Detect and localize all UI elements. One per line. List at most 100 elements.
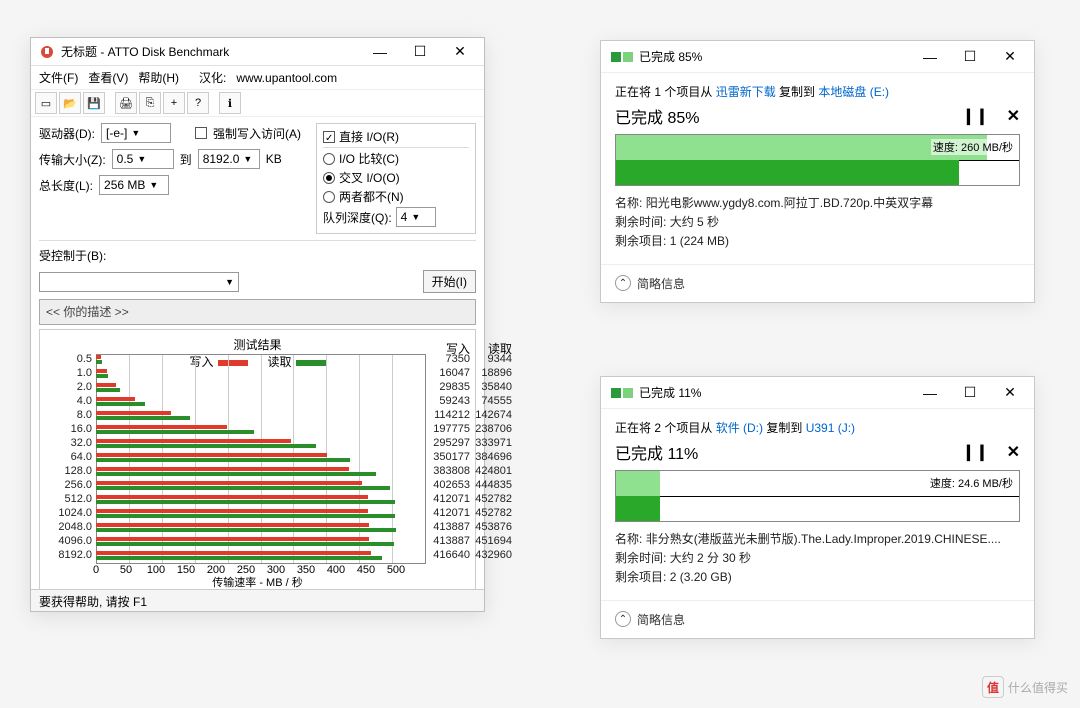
controlled-combo[interactable]: ▼ (39, 272, 239, 292)
open-icon[interactable]: 📂 (59, 92, 81, 114)
help-icon[interactable]: ? (187, 92, 209, 114)
read-bar (96, 542, 394, 546)
save-icon[interactable]: 💾 (83, 92, 105, 114)
drive-value: [-e-] (106, 126, 127, 140)
description-box[interactable]: << 你的描述 >> (39, 299, 476, 325)
copy-icon[interactable]: ⎘ (139, 92, 161, 114)
direct-io-checkbox[interactable] (323, 131, 335, 143)
copy1-dst-link[interactable]: 本地磁盘 (E:) (818, 85, 889, 99)
watermark-icon: 值 (982, 676, 1004, 698)
copy2-prefix: 正在将 2 个项目从 (615, 421, 716, 435)
copy1-path-line: 正在将 1 个项目从 迅雷新下载 复制到 本地磁盘 (E:) (615, 83, 1020, 100)
xfer-label: 传输大小(Z): (39, 151, 106, 168)
total-len-value: 256 MB (104, 178, 145, 192)
copy1-mid: 复制到 (776, 85, 819, 99)
minimize-button[interactable]: ― (910, 380, 950, 406)
start-button[interactable]: 开始(I) (423, 270, 476, 293)
neither-radio[interactable] (323, 191, 335, 203)
maximize-button[interactable]: ☐ (950, 380, 990, 406)
maximize-button[interactable]: ☐ (950, 44, 990, 70)
kb-label: KB (266, 152, 282, 166)
y-label: 1.0 (46, 367, 92, 379)
detail-label: 剩余时间: (615, 551, 666, 565)
copy2-src-link[interactable]: 软件 (D:) (716, 421, 763, 435)
minimize-button[interactable]: ― (910, 44, 950, 70)
copy2-headline: 已完成 11% (615, 440, 698, 464)
print-icon[interactable]: 🖨 (115, 92, 137, 114)
write-bar (96, 509, 368, 513)
detail-label: 剩余项目: (615, 570, 666, 584)
y-label: 4.0 (46, 395, 92, 407)
copy2-dst-link[interactable]: U391 (J:) (806, 421, 855, 435)
copy1-titlebar[interactable]: 已完成 85% ― ☐ ✕ (601, 41, 1034, 73)
read-value: 452782 (472, 493, 516, 505)
y-label: 32.0 (46, 437, 92, 449)
xfer-to-combo[interactable]: 8192.0▼ (198, 149, 260, 169)
description-text: << 你的描述 >> (46, 305, 129, 319)
copy2-footer[interactable]: ⌃ 简略信息 (601, 600, 1034, 638)
new-icon[interactable]: ▭ (35, 92, 57, 114)
copy-dialog-1: 已完成 85% ― ☐ ✕ 正在将 1 个项目从 迅雷新下载 复制到 本地磁盘 … (600, 40, 1035, 303)
menu-view[interactable]: 查看(V) (88, 69, 128, 86)
write-bar (96, 523, 369, 527)
overlap-io-radio[interactable] (323, 172, 335, 184)
read-bar (96, 500, 395, 504)
read-value: 453876 (472, 521, 516, 533)
detail-label: 名称: (615, 532, 642, 546)
write-bar (96, 537, 369, 541)
close-button[interactable]: ✕ (990, 44, 1030, 70)
cancel-button[interactable]: ✕ (1007, 106, 1020, 126)
maximize-button[interactable]: ☐ (400, 39, 440, 65)
bar-row (96, 494, 395, 505)
menu-help[interactable]: 帮助(H) (138, 69, 179, 86)
write-value: 412071 (432, 493, 470, 505)
atto-body: 驱动器(D): [-e-]▼ 强制写入访问(A) 传输大小(Z): 0.5▼ 到 (31, 117, 484, 605)
overlap-io-label: 交叉 I/O(O) (339, 169, 400, 186)
pause-button[interactable]: ❙❙ (962, 106, 989, 126)
io-options-group: 直接 I/O(R) I/O 比较(C) 交叉 I/O(O) 两者都不(N) 队列… (316, 123, 476, 234)
read-bar (96, 514, 395, 518)
force-write-checkbox[interactable] (195, 127, 207, 139)
copy1-footer[interactable]: ⌃ 简略信息 (601, 264, 1034, 302)
drive-combo[interactable]: [-e-]▼ (101, 123, 171, 143)
io-compare-radio[interactable] (323, 153, 335, 165)
titlebar[interactable]: 无标题 - ATTO Disk Benchmark ― ☐ ✕ (31, 38, 484, 66)
close-button[interactable]: ✕ (440, 39, 480, 65)
bar-row (96, 522, 396, 533)
read-bar (96, 360, 102, 364)
write-value: 197775 (432, 423, 470, 435)
minimize-button[interactable]: ― (360, 39, 400, 65)
xfer-from-combo[interactable]: 0.5▼ (112, 149, 174, 169)
bar-row (96, 466, 376, 477)
force-write-label: 强制写入访问(A) (213, 125, 301, 142)
write-value: 383808 (432, 465, 470, 477)
copy1-speed: 速度: 260 MB/秒 (931, 139, 1015, 155)
bar-row (96, 396, 145, 407)
read-bar (96, 416, 190, 420)
y-label: 16.0 (46, 423, 92, 435)
menu-file[interactable]: 文件(F) (39, 69, 78, 86)
copy2-titlebar[interactable]: 已完成 11% ― ☐ ✕ (601, 377, 1034, 409)
cancel-button[interactable]: ✕ (1007, 442, 1020, 462)
queue-depth-combo[interactable]: 4▼ (396, 207, 436, 227)
total-len-combo[interactable]: 256 MB▼ (99, 175, 169, 195)
status-text: 要获得帮助, 请按 F1 (39, 595, 147, 609)
write-bar (96, 481, 362, 485)
detail-label: 剩余项目: (615, 234, 666, 248)
close-button[interactable]: ✕ (990, 380, 1030, 406)
copy1-src-link[interactable]: 迅雷新下载 (716, 85, 776, 99)
copy1-remain-time: 大约 5 秒 (670, 215, 719, 229)
y-label: 1024.0 (46, 507, 92, 519)
watermark: 值 什么值得买 (982, 676, 1068, 698)
read-bar (96, 374, 108, 378)
plus-icon[interactable]: + (163, 92, 185, 114)
bar-row (96, 424, 254, 435)
about-icon[interactable]: ℹ (219, 92, 241, 114)
copy1-prefix: 正在将 1 个项目从 (615, 85, 716, 99)
write-value: 295297 (432, 437, 470, 449)
pause-button[interactable]: ❙❙ (962, 442, 989, 462)
y-label: 8.0 (46, 409, 92, 421)
read-bar (96, 430, 254, 434)
write-bar (96, 495, 368, 499)
read-value: 452782 (472, 507, 516, 519)
